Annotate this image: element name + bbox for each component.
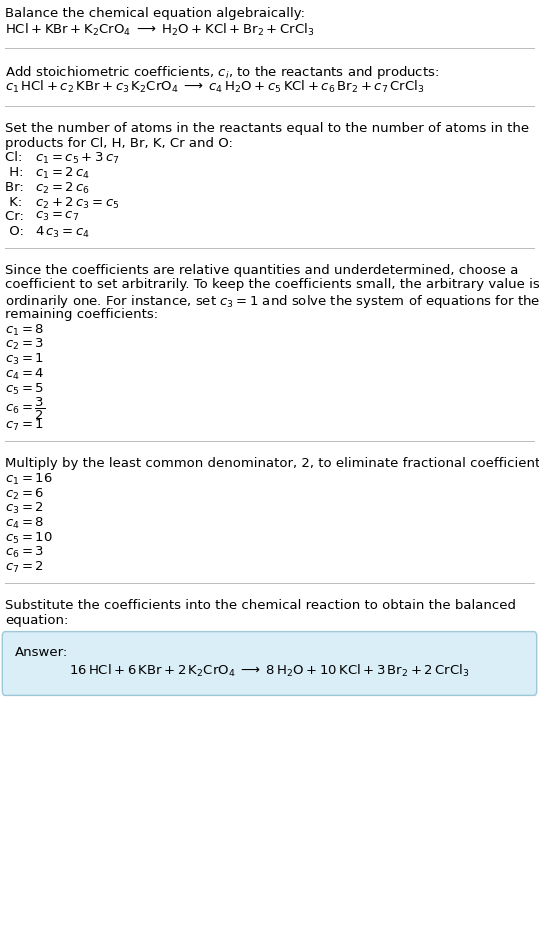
Text: $c_2 + 2\,c_3 = c_5$: $c_2 + 2\,c_3 = c_5$ (35, 196, 120, 211)
Text: Substitute the coefficients into the chemical reaction to obtain the balanced: Substitute the coefficients into the che… (5, 599, 516, 611)
Text: Br:: Br: (5, 181, 32, 194)
Text: O:: O: (5, 225, 32, 238)
Text: $c_7 = 2$: $c_7 = 2$ (5, 560, 44, 575)
Text: Multiply by the least common denominator, 2, to eliminate fractional coefficient: Multiply by the least common denominator… (5, 457, 539, 470)
Text: Cr:: Cr: (5, 211, 32, 224)
Text: $c_5 = 10$: $c_5 = 10$ (5, 530, 53, 546)
Text: $c_3 = 2$: $c_3 = 2$ (5, 501, 44, 516)
Text: $4\,c_3 = c_4$: $4\,c_3 = c_4$ (35, 225, 90, 240)
Text: $c_4 = 8$: $c_4 = 8$ (5, 516, 44, 531)
Text: $c_6 = 3$: $c_6 = 3$ (5, 545, 44, 560)
Text: K:: K: (5, 196, 31, 209)
Text: Since the coefficients are relative quantities and underdetermined, choose a: Since the coefficients are relative quan… (5, 264, 519, 277)
Text: coefficient to set arbitrarily. To keep the coefficients small, the arbitrary va: coefficient to set arbitrarily. To keep … (5, 279, 539, 292)
Text: $c_1 = 16$: $c_1 = 16$ (5, 472, 53, 487)
Text: $c_4 = 4$: $c_4 = 4$ (5, 367, 44, 382)
Text: H:: H: (5, 166, 32, 179)
Text: $c_1 = 8$: $c_1 = 8$ (5, 322, 44, 337)
Text: equation:: equation: (5, 613, 68, 626)
Text: $c_1 = c_5 + 3\,c_7$: $c_1 = c_5 + 3\,c_7$ (35, 151, 120, 167)
Text: $c_3 = 1$: $c_3 = 1$ (5, 352, 44, 367)
Text: $c_5 = 5$: $c_5 = 5$ (5, 381, 44, 397)
Text: $c_2 = 2\,c_6$: $c_2 = 2\,c_6$ (35, 181, 90, 196)
Text: remaining coefficients:: remaining coefficients: (5, 308, 158, 321)
Text: Answer:: Answer: (15, 646, 68, 659)
Text: $c_3 = c_7$: $c_3 = c_7$ (35, 211, 79, 224)
Text: Set the number of atoms in the reactants equal to the number of atoms in the: Set the number of atoms in the reactants… (5, 122, 529, 135)
Text: $\mathrm{HCl + KBr + K_2CrO_4 \;\longrightarrow\; H_2O + KCl + Br_2 + CrCl_3}$: $\mathrm{HCl + KBr + K_2CrO_4 \;\longrig… (5, 21, 315, 38)
Text: $c_2 = 6$: $c_2 = 6$ (5, 487, 44, 501)
Text: $c_2 = 3$: $c_2 = 3$ (5, 337, 44, 352)
Text: Cl:: Cl: (5, 151, 31, 164)
Text: Balance the chemical equation algebraically:: Balance the chemical equation algebraica… (5, 7, 305, 20)
Text: $c_1\,\mathrm{HCl} + c_2\,\mathrm{KBr} + c_3\,\mathrm{K_2CrO_4} \;\longrightarro: $c_1\,\mathrm{HCl} + c_2\,\mathrm{KBr} +… (5, 79, 424, 95)
Text: $\mathrm{16\,HCl + 6\,KBr + 2\,K_2CrO_4 \;\longrightarrow\; 8\,H_2O + 10\,KCl + : $\mathrm{16\,HCl + 6\,KBr + 2\,K_2CrO_4 … (70, 663, 469, 679)
Text: $c_7 = 1$: $c_7 = 1$ (5, 418, 44, 433)
Text: $c_1 = 2\,c_4$: $c_1 = 2\,c_4$ (35, 166, 90, 181)
FancyBboxPatch shape (2, 632, 537, 695)
Text: products for Cl, H, Br, K, Cr and O:: products for Cl, H, Br, K, Cr and O: (5, 137, 233, 150)
Text: $c_6 = \dfrac{3}{2}$: $c_6 = \dfrac{3}{2}$ (5, 396, 45, 422)
Text: Add stoichiometric coefficients, $c_i$, to the reactants and products:: Add stoichiometric coefficients, $c_i$, … (5, 64, 439, 81)
Text: ordinarily one. For instance, set $c_3 = 1$ and solve the system of equations fo: ordinarily one. For instance, set $c_3 =… (5, 294, 539, 310)
